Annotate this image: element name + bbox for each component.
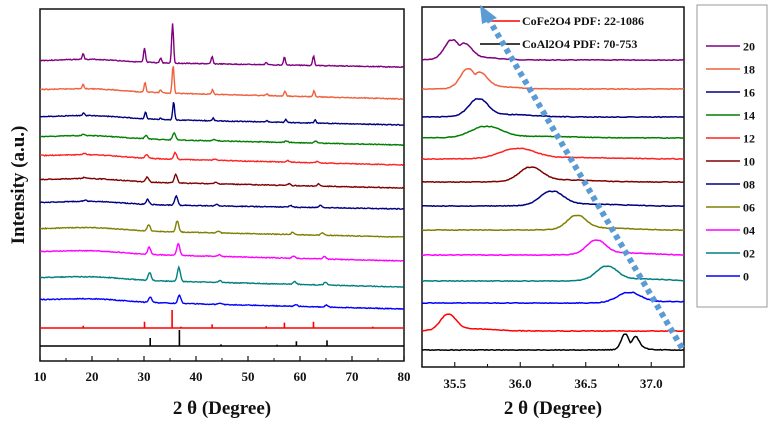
left-x-tick-label: 80 (398, 369, 411, 384)
left-series-08 (40, 194, 404, 211)
series-legend-box (696, 4, 768, 308)
right-series-20 (422, 39, 684, 62)
left-series-group (39, 23, 404, 347)
left-series-0 (39, 294, 404, 310)
right-series-0 (421, 291, 684, 305)
series-legend: 20 18 16 14 12 10 08 06 04 02 0 (696, 4, 768, 308)
left-series-02 (39, 265, 404, 288)
legend-label-12: 12 (743, 132, 755, 146)
right-series-group (421, 39, 685, 352)
left-series-16 (40, 102, 404, 127)
legend-label-20: 20 (743, 40, 755, 54)
left-series-14 (39, 131, 404, 147)
right-series-16 (421, 98, 685, 119)
legend-label-0: 0 (743, 270, 749, 284)
left-series-cofe2o4-pdf-22-1086 (40, 310, 404, 329)
right-series-08 (421, 190, 685, 208)
peak-shift-arrowhead-icon (480, 5, 497, 24)
left-series-04 (39, 242, 404, 262)
legend-label-16: 16 (743, 86, 755, 100)
legend-label-18: 18 (743, 63, 755, 77)
right-series-14 (421, 125, 685, 140)
right-series-06 (421, 214, 685, 232)
left-series-20 (39, 23, 404, 69)
left-x-tick-label: 30 (138, 369, 151, 384)
left-x-ticks: 10 20 30 40 50 60 70 80 (34, 356, 411, 384)
right-series-12 (421, 147, 685, 161)
peak-shift-arrow (480, 5, 685, 350)
legend-label-04: 04 (743, 224, 755, 238)
reference-legend-label-coal2o4: CoAl2O4 PDF: 70-753 (522, 37, 637, 51)
right-series-10 (421, 166, 684, 184)
left-x-axis-title: 2 θ (Degree) (173, 398, 271, 419)
legend-label-08: 08 (743, 178, 755, 192)
right-panel: 35.5 36.0 36.5 37.0 2 θ (Degree) CoFe2O4 PD… (421, 5, 685, 419)
left-y-axis-title: Intensity (a.u.) (8, 126, 29, 245)
legend-label-14: 14 (743, 109, 755, 123)
left-x-tick-label: 40 (190, 369, 203, 384)
left-x-tick-label: 20 (86, 369, 99, 384)
right-x-tick-label: 35.5 (443, 376, 466, 391)
right-x-tick-label: 36.5 (574, 376, 597, 391)
right-series-02 (421, 265, 685, 283)
right-series-coal2o4-pdf-70-753 (421, 333, 685, 352)
right-x-ticks: 35.5 36.0 36.5 37.0 (421, 362, 685, 391)
left-series-06 (39, 220, 404, 238)
left-x-tick-label: 60 (294, 369, 307, 384)
legend-label-02: 02 (743, 247, 755, 261)
right-x-axis-title: 2 θ (Degree) (504, 398, 602, 419)
peak-shift-arrow-line (485, 16, 685, 350)
left-x-tick-label: 70 (346, 369, 359, 384)
right-x-tick-label: 37.0 (640, 376, 663, 391)
left-panel: 10 20 30 40 50 60 70 80 2 θ (Degree) Intensity … (8, 8, 411, 419)
legend-label-06: 06 (743, 201, 755, 215)
left-series-18 (39, 66, 404, 101)
left-x-tick-label: 50 (242, 369, 255, 384)
left-series-12 (40, 151, 404, 167)
left-series-coal2o4-pdf-70-753 (40, 330, 404, 347)
right-series-cofe2o4-pdf-22-1086 (421, 313, 685, 333)
reference-legend: CoFe2O4 PDF: 22-1086 CoAl2O4 PDF: 70-753 (480, 14, 644, 51)
left-series-10 (39, 173, 404, 189)
right-x-tick-label: 36.0 (509, 376, 532, 391)
left-x-tick-label: 10 (34, 369, 47, 384)
reference-legend-label-cofe2o4: CoFe2O4 PDF: 22-1086 (522, 14, 644, 28)
right-series-18 (421, 68, 685, 91)
legend-label-10: 10 (743, 155, 755, 169)
right-series-04 (421, 239, 685, 257)
